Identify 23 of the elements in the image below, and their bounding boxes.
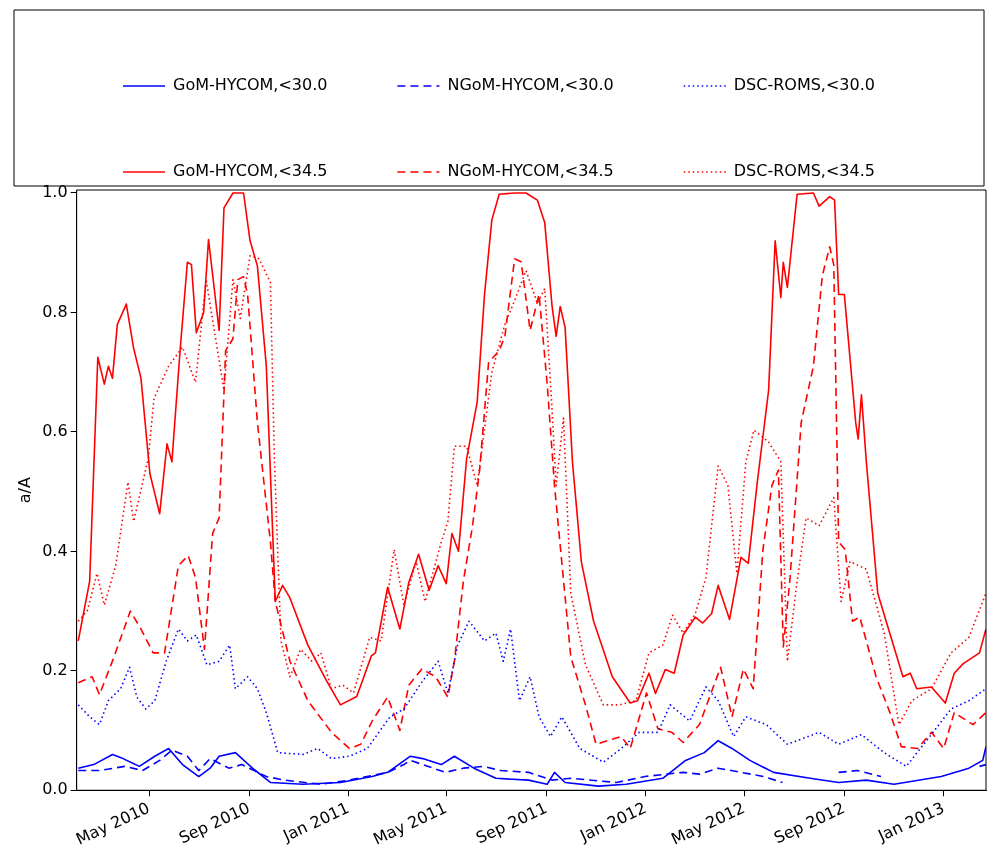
y-tick-label: 0.2 xyxy=(42,659,68,679)
x-tick-label: Sep 2010 xyxy=(175,798,253,848)
y-axis-title: a/A xyxy=(14,477,34,504)
x-tick-label: May 2012 xyxy=(668,798,748,849)
legend-label: DSC-ROMS,<30.0 xyxy=(733,75,875,95)
x-tick-label: May 2010 xyxy=(73,798,153,849)
y-tick-label: 0.0 xyxy=(42,779,68,799)
y-tick-label: 1.0 xyxy=(42,182,68,202)
x-tick-label: Jan 2013 xyxy=(874,798,948,846)
legend-label: GoM-HYCOM,<34.5 xyxy=(173,161,328,181)
y-tick-label: 0.6 xyxy=(42,421,68,441)
legend-label: GoM-HYCOM,<30.0 xyxy=(173,75,328,95)
x-tick-label: Jan 2012 xyxy=(576,798,650,846)
y-tick-label: 0.8 xyxy=(42,301,68,321)
y-tick-label: 0.4 xyxy=(42,540,68,560)
x-tick-label: May 2011 xyxy=(370,798,450,849)
legend-label: DSC-ROMS,<34.5 xyxy=(733,161,875,181)
legend-label: NGoM-HYCOM,<34.5 xyxy=(447,161,614,181)
legend-label: NGoM-HYCOM,<30.0 xyxy=(447,75,614,95)
x-tick-label: Jan 2011 xyxy=(279,798,352,846)
x-tick-label: Sep 2011 xyxy=(472,798,550,848)
x-tick-label: Sep 2012 xyxy=(770,798,848,848)
line-series xyxy=(77,620,986,768)
